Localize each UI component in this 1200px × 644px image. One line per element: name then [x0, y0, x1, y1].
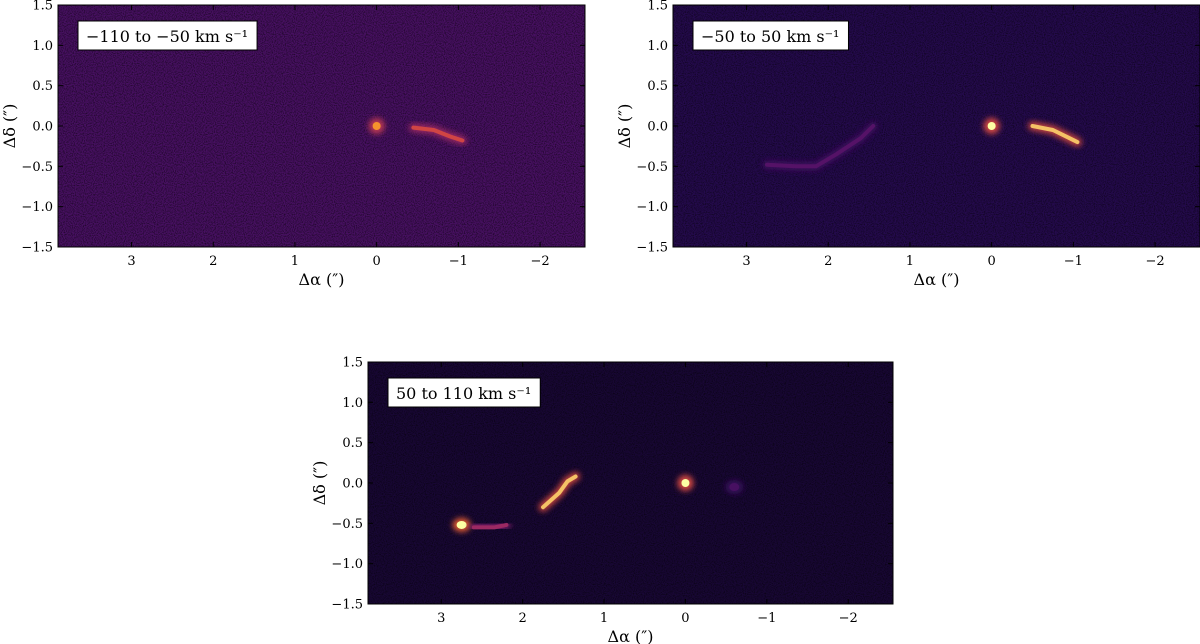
y-tick-label: −1.0	[331, 557, 363, 572]
x-axis-label: Δα (″)	[914, 270, 960, 289]
x-tick-label: 1	[291, 254, 299, 269]
y-tick-label: 0.0	[647, 120, 668, 135]
y-tick-label: −0.5	[331, 517, 363, 532]
y-tick-label: −1.0	[21, 200, 53, 215]
velocity-range-box	[692, 20, 849, 51]
velocity-range-text: −110 to −50 km s⁻¹	[86, 27, 248, 46]
x-tick-label: −1	[757, 611, 776, 626]
x-tick-label: −2	[1145, 254, 1164, 269]
y-tick-label: 1.0	[647, 39, 668, 54]
emission-arc-core	[471, 522, 509, 530]
x-tick-label: 0	[988, 254, 996, 269]
velocity-range-box	[77, 20, 258, 51]
x-tick-label: 2	[519, 611, 527, 626]
x-axis-label: Δα (″)	[299, 270, 345, 289]
x-tick-label: 0	[373, 254, 381, 269]
velocity-range-label: −50 to 50 km s⁻¹	[692, 20, 849, 51]
y-tick-label: −1.0	[636, 200, 668, 215]
x-tick-label: −2	[839, 611, 858, 626]
emission-arc-core	[765, 124, 876, 169]
emission-arc-core	[411, 125, 465, 143]
velocity-range-box	[387, 377, 541, 408]
x-tick-label: 3	[742, 254, 750, 269]
x-tick-label: 3	[437, 611, 445, 626]
x-tick-label: 0	[681, 611, 689, 626]
y-tick-label: −0.5	[636, 160, 668, 175]
y-tick-label: 0.5	[342, 436, 363, 451]
y-tick-label: 0.0	[342, 477, 363, 492]
x-tick-label: −1	[449, 254, 468, 269]
x-axis-label: Δα (″)	[608, 627, 654, 644]
x-tick-label: 2	[209, 254, 217, 269]
y-tick-label: 1.5	[32, 0, 53, 14]
panel-2: 3 2 1 0 −1 −2 −1.5 −1.0 −0.5 0.0 0.5 1.0 1.5 Δα (″) Δδ…	[615, 0, 1200, 289]
y-tick-label: 1.5	[647, 0, 668, 14]
central-source	[681, 479, 690, 487]
emission-blob-core	[456, 520, 467, 529]
heatmap-image	[673, 5, 1200, 247]
velocity-range-label: 50 to 110 km s⁻¹	[387, 377, 541, 408]
y-tick-label: 1.0	[32, 39, 53, 54]
velocity-range-label: −110 to −50 km s⁻¹	[77, 20, 258, 51]
x-tick-label: 3	[127, 254, 135, 269]
emission-blob-core	[729, 483, 740, 492]
velocity-range-text: 50 to 110 km s⁻¹	[396, 384, 531, 403]
y-tick-label: 1.5	[342, 356, 363, 371]
panel-3: 3 2 1 0 −1 −2 −1.5 −1.0 −0.5 0.0 0.5 1.0 1.5 Δα (″) Δδ…	[310, 356, 894, 644]
panel-1: 3 2 1 0 −1 −2 −1.5 −1.0 −0.5 0.0 0.5 1.0 1.5 Δα (″) Δδ…	[0, 0, 586, 289]
y-tick-label: −0.5	[21, 160, 53, 175]
y-axis-label: Δδ (″)	[310, 461, 329, 506]
y-tick-label: −1.5	[21, 241, 53, 256]
x-tick-label: 1	[906, 254, 914, 269]
x-tick-label: 2	[824, 254, 832, 269]
y-tick-label: 0.5	[32, 79, 53, 94]
central-source	[987, 122, 996, 130]
y-axis-label: Δδ (″)	[615, 104, 634, 149]
y-axis-label: Δδ (″)	[0, 104, 19, 149]
y-tick-label: −1.5	[636, 241, 668, 256]
central-source	[372, 122, 381, 130]
emission-arc-core	[541, 474, 578, 510]
x-tick-label: 1	[600, 611, 608, 626]
y-tick-label: 1.0	[342, 396, 363, 411]
emission-arc-core	[1030, 124, 1080, 145]
y-tick-label: 0.0	[32, 120, 53, 135]
x-tick-label: −2	[530, 254, 549, 269]
y-tick-label: −1.5	[331, 598, 363, 613]
x-tick-label: −1	[1064, 254, 1083, 269]
y-tick-label: 0.5	[647, 79, 668, 94]
velocity-range-text: −50 to 50 km s⁻¹	[701, 27, 839, 46]
